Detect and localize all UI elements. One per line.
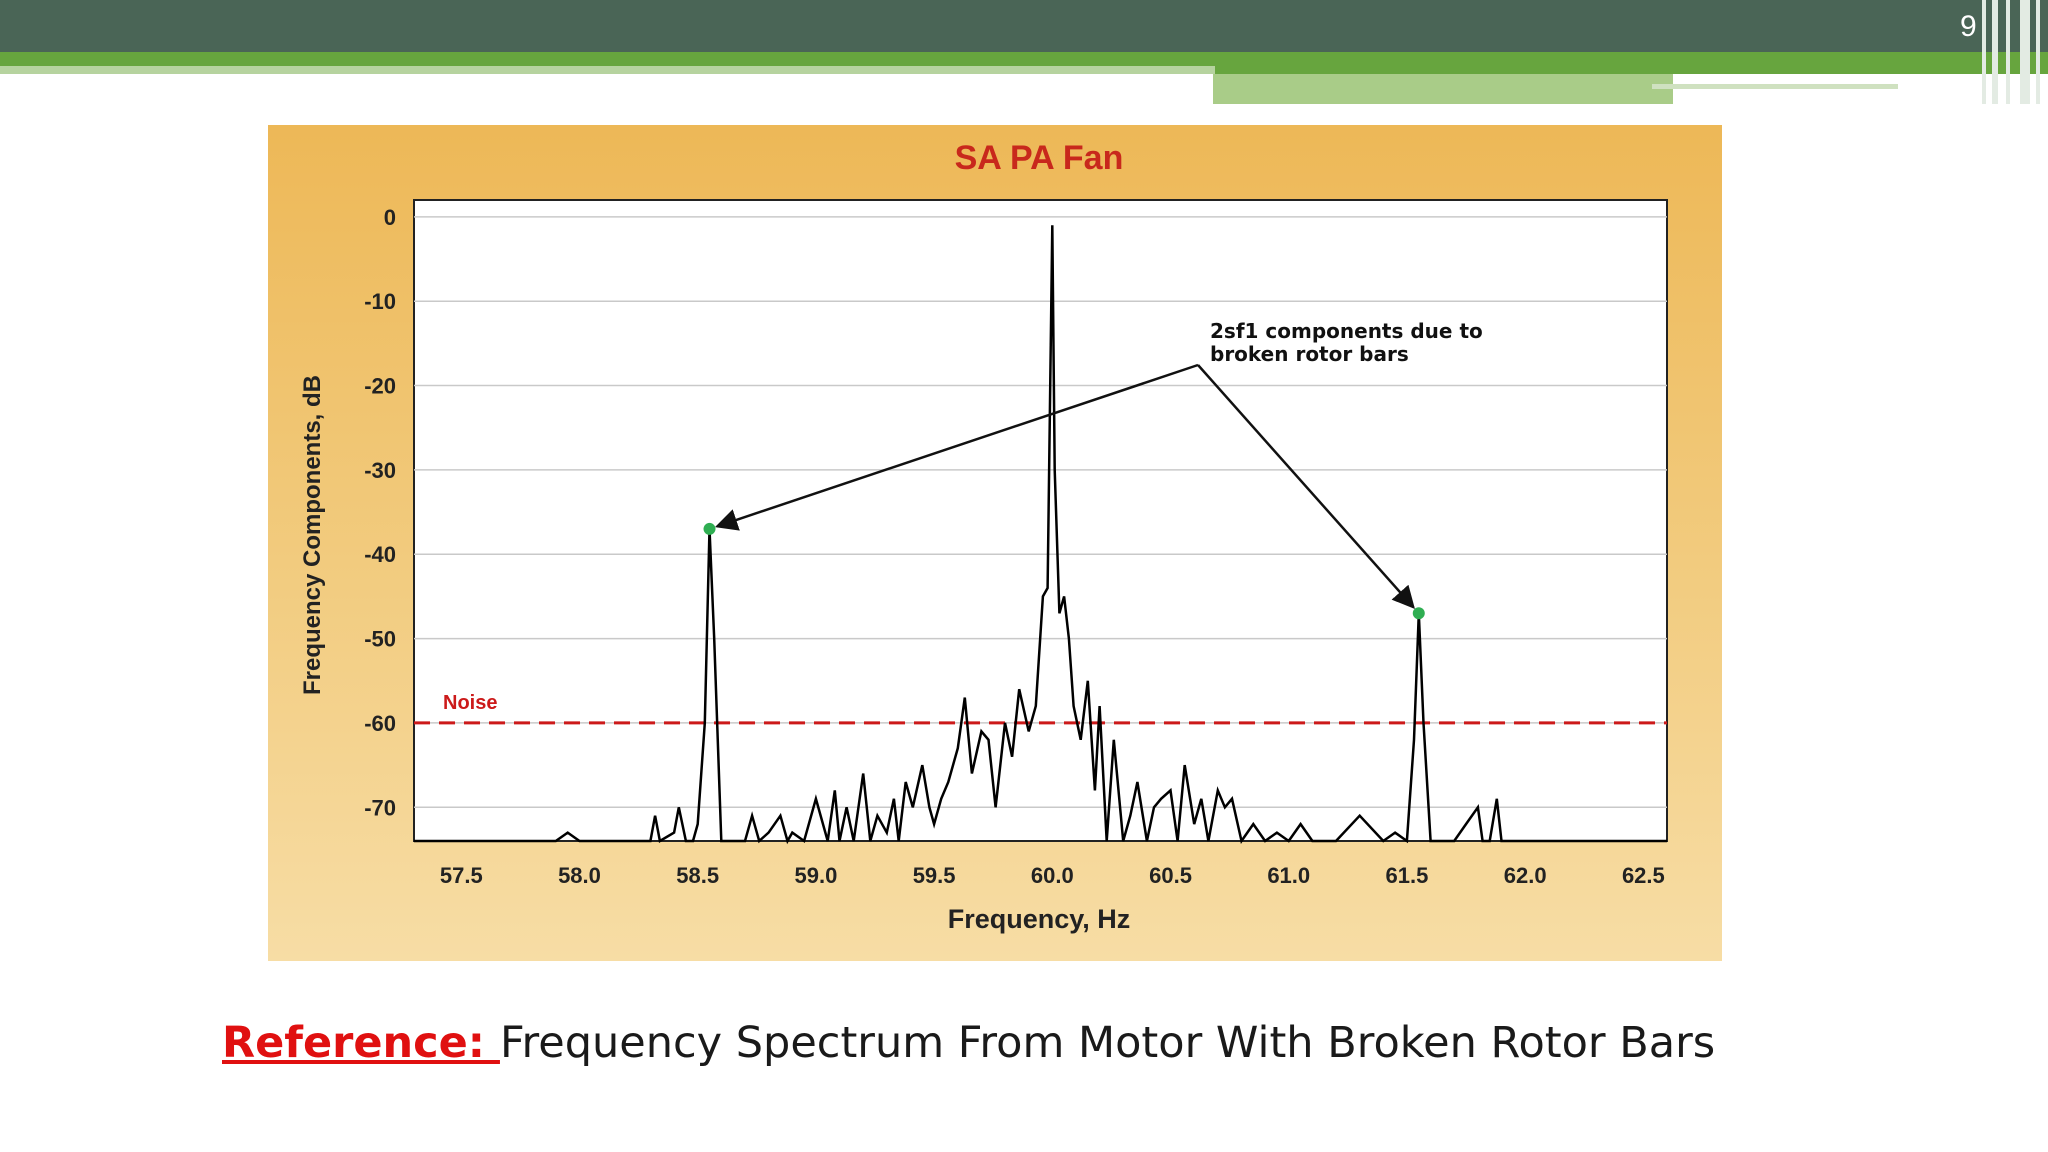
peak-marker bbox=[703, 522, 716, 535]
annotation-arrow bbox=[714, 363, 1199, 531]
y-tick-label: -30 bbox=[364, 458, 396, 483]
x-tick-label: 62.5 bbox=[1622, 863, 1665, 888]
header-light-block bbox=[1213, 74, 1673, 104]
x-tick-label: 57.5 bbox=[440, 863, 483, 888]
x-tick-label: 61.0 bbox=[1267, 863, 1310, 888]
x-tick-label: 58.5 bbox=[676, 863, 719, 888]
slide-number: 9 bbox=[1960, 10, 1977, 43]
gridlines bbox=[414, 216, 1667, 809]
x-tick-label: 59.5 bbox=[913, 863, 956, 888]
caption-text: Frequency Spectrum From Motor With Broke… bbox=[499, 1018, 1716, 1068]
y-tick-label: -20 bbox=[364, 374, 396, 399]
y-tick-label: -70 bbox=[364, 795, 396, 820]
y-axis-label: Frequency Components, dB bbox=[299, 375, 326, 695]
annotation-text-line2: broken rotor bars bbox=[1210, 342, 1409, 366]
y-tick-labels: 0 -10 -20 -30 -40 -50 -60 -70 bbox=[364, 205, 396, 820]
slide-caption: Reference: Frequency Spectrum From Motor… bbox=[222, 1018, 1715, 1068]
x-tick-label: 61.5 bbox=[1386, 863, 1429, 888]
x-tick-label: 60.5 bbox=[1149, 863, 1192, 888]
annotation-text-line1: 2sf1 components due to bbox=[1210, 319, 1483, 343]
header-thin-line bbox=[1652, 84, 1898, 89]
header-light-stripe bbox=[0, 66, 1215, 74]
x-tick-label: 58.0 bbox=[558, 863, 601, 888]
header-corner-bars bbox=[1976, 0, 2048, 104]
annotation-arrows bbox=[703, 363, 1425, 620]
y-tick-label: -40 bbox=[364, 542, 396, 567]
spectrum-figure: SA PA Fan 0 -10 -20 -30 -40 -50 -60 -70 57.5 58.… bbox=[268, 125, 1722, 961]
annotation-arrow bbox=[1197, 364, 1415, 609]
x-tick-label: 62.0 bbox=[1504, 863, 1547, 888]
y-tick-label: -50 bbox=[364, 627, 396, 652]
noise-label: Noise bbox=[443, 692, 497, 714]
spectrum-chart: SA PA Fan 0 -10 -20 -30 -40 -50 -60 -70 57.5 58.… bbox=[299, 139, 1668, 934]
y-tick-label: -60 bbox=[364, 711, 396, 736]
caption-reference-label: Reference: bbox=[222, 1018, 500, 1068]
header-band bbox=[0, 0, 2048, 52]
x-tick-labels: 57.5 58.0 58.5 59.0 59.5 60.0 60.5 61.0 61.5 62.0… bbox=[440, 863, 1665, 888]
chart-title: SA PA Fan bbox=[955, 139, 1124, 177]
x-axis-label: Frequency, Hz bbox=[948, 904, 1131, 934]
spectrum-series-line bbox=[414, 225, 1667, 845]
plot-area bbox=[413, 199, 1668, 842]
y-tick-label: -10 bbox=[364, 289, 396, 314]
y-tick-label: 0 bbox=[384, 205, 396, 230]
peak-marker bbox=[1412, 607, 1425, 620]
x-tick-label: 59.0 bbox=[794, 863, 837, 888]
x-tick-label: 60.0 bbox=[1031, 863, 1074, 888]
